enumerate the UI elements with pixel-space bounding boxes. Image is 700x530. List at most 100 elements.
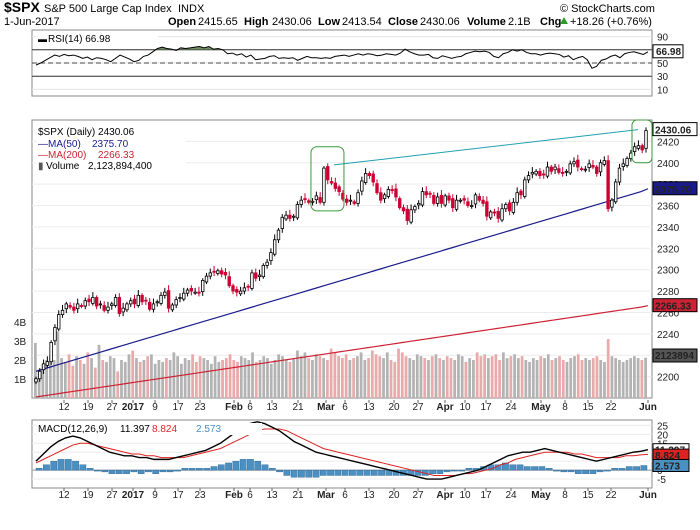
candle-body (583, 168, 588, 171)
candle-body (68, 305, 72, 308)
candle-body (591, 165, 595, 168)
candle-body (602, 160, 607, 165)
volume-bar (262, 356, 266, 398)
volume-bar (509, 356, 513, 398)
volume-bar (468, 358, 472, 398)
x-tick-label: 19 (82, 402, 94, 413)
candle-body (481, 199, 485, 204)
macd-histogram-bar (130, 469, 138, 473)
volume-bar (618, 360, 621, 398)
x-tick-label: 24 (505, 490, 517, 501)
x-tick-label: 12 (58, 402, 70, 413)
volume-bar (105, 361, 108, 398)
macd-histogram-bar (283, 469, 291, 476)
candle-body (363, 173, 368, 183)
ma200-legend-value: 2266.33 (98, 150, 135, 161)
x-tick-label: 17 (172, 490, 184, 501)
candle-body (451, 198, 455, 209)
volume-bar (150, 354, 153, 398)
volume-bar (554, 358, 558, 398)
header-volume: 2.1B (508, 16, 531, 28)
volume-bar (37, 369, 41, 398)
candle-body (560, 171, 565, 174)
x-tick-label: 8 (562, 402, 568, 413)
macd-histogram-bar (123, 469, 130, 474)
macd-histogram-bar (188, 468, 196, 471)
candle-body (519, 190, 523, 196)
macd-histogram-bar (261, 464, 269, 471)
macd-histogram-bar (589, 469, 597, 474)
volume-bar (209, 363, 213, 398)
volume-bar (430, 356, 434, 398)
ma200-legend-marker: — (38, 150, 48, 161)
macd-histogram-bar (181, 468, 189, 471)
volume-bar (224, 358, 228, 398)
volume-bar (213, 356, 217, 398)
volume-bar (588, 360, 591, 398)
x-tick-label: 2017 (122, 490, 145, 501)
volume-bar (479, 356, 483, 398)
candle-body (57, 314, 61, 330)
volume-bar (172, 352, 176, 398)
volume-bar (131, 350, 135, 398)
volume-bar (367, 358, 370, 398)
volume-bar (543, 358, 546, 398)
candle-body (636, 145, 641, 149)
volume-bar (281, 356, 284, 398)
volume-bar (217, 361, 221, 398)
volume-last-label-box (652, 348, 698, 363)
volume-bar (576, 354, 580, 398)
rsi-tick-label: 50 (657, 59, 669, 70)
volume-bar (355, 356, 359, 398)
ma200-last-label: 2266.33 (655, 302, 692, 313)
candle-body (610, 199, 614, 208)
x-tick-label: 6 (247, 402, 253, 413)
volume-bar (284, 360, 288, 398)
macd-histogram-bar (356, 469, 364, 476)
ma50-line (35, 188, 649, 372)
macd-histogram-bar (640, 465, 648, 471)
x-tick-label: 19 (82, 490, 94, 501)
candle-body (140, 294, 144, 303)
volume-bar (303, 352, 307, 398)
volume-bar (93, 367, 97, 398)
candle-body (538, 170, 542, 176)
volume-bar (198, 356, 202, 398)
volume-bar (153, 363, 157, 398)
volume-bar (78, 360, 82, 398)
candle-body (238, 290, 243, 295)
candle-body (125, 303, 129, 311)
macd-histogram-bar (523, 466, 531, 471)
candle-body (193, 291, 197, 294)
volume-bar (299, 356, 303, 398)
x-tick-label: Jun (639, 402, 657, 413)
x-tick-label: May (531, 402, 551, 413)
macd-histogram-bar (451, 469, 458, 472)
x-tick-label: 13 (363, 490, 375, 501)
volume-bar (595, 356, 599, 398)
volume-bar (550, 360, 554, 398)
volume-bar (202, 358, 206, 398)
candle-body (53, 327, 57, 342)
candle-body (110, 303, 114, 306)
candle-body (261, 265, 266, 278)
macd-histogram-bar (509, 464, 517, 471)
macd-histogram-bar (516, 464, 524, 471)
candle-body (488, 211, 493, 219)
signal-last-label: 8.824 (655, 451, 680, 462)
candle-body (132, 298, 137, 305)
volume-bar (633, 356, 636, 398)
candle-body (504, 204, 508, 210)
candle-body (60, 309, 65, 316)
candle-body (466, 201, 470, 206)
candle-body (523, 179, 527, 197)
candle-body (318, 197, 322, 203)
volume-bar (442, 360, 445, 398)
volume-bar (460, 356, 464, 398)
candle-body (273, 239, 277, 255)
volume-bar (236, 361, 239, 398)
candle-body (382, 194, 387, 199)
volume-bar (127, 354, 131, 398)
candle-body (204, 275, 209, 283)
